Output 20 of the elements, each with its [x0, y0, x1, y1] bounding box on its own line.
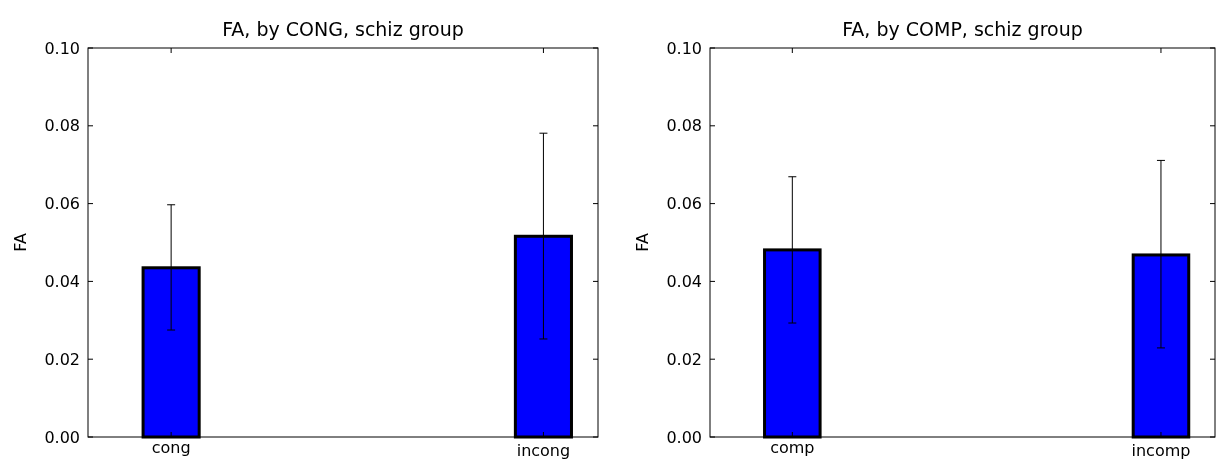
- x-tick-label: incong: [516, 441, 571, 460]
- y-axis-title: FA: [632, 233, 652, 252]
- y-tick-label: 0.08: [666, 116, 702, 136]
- y-tick-label: 0.00: [44, 427, 80, 447]
- x-tick-label: incomp: [1131, 441, 1191, 460]
- y-tick-label: 0.06: [44, 194, 80, 214]
- x-tick-label: cong: [151, 438, 191, 457]
- x-tick-label: comp: [770, 438, 815, 457]
- y-tick-label: 0.08: [44, 116, 80, 136]
- y-tick-label: 0.10: [666, 38, 702, 58]
- y-tick-label: 0.02: [44, 349, 80, 369]
- y-tick-label: 0.10: [44, 38, 80, 58]
- y-tick-label: 0.06: [666, 194, 702, 214]
- chart-title: FA, by CONG, schiz group: [222, 18, 464, 40]
- chart-title: FA, by COMP, schiz group: [842, 18, 1083, 40]
- y-tick-label: 0.00: [666, 427, 702, 447]
- y-tick-label: 0.04: [666, 272, 702, 291]
- y-axis-title: FA: [10, 233, 30, 252]
- y-tick-label: 0.04: [44, 272, 80, 291]
- y-tick-label: 0.02: [666, 349, 702, 369]
